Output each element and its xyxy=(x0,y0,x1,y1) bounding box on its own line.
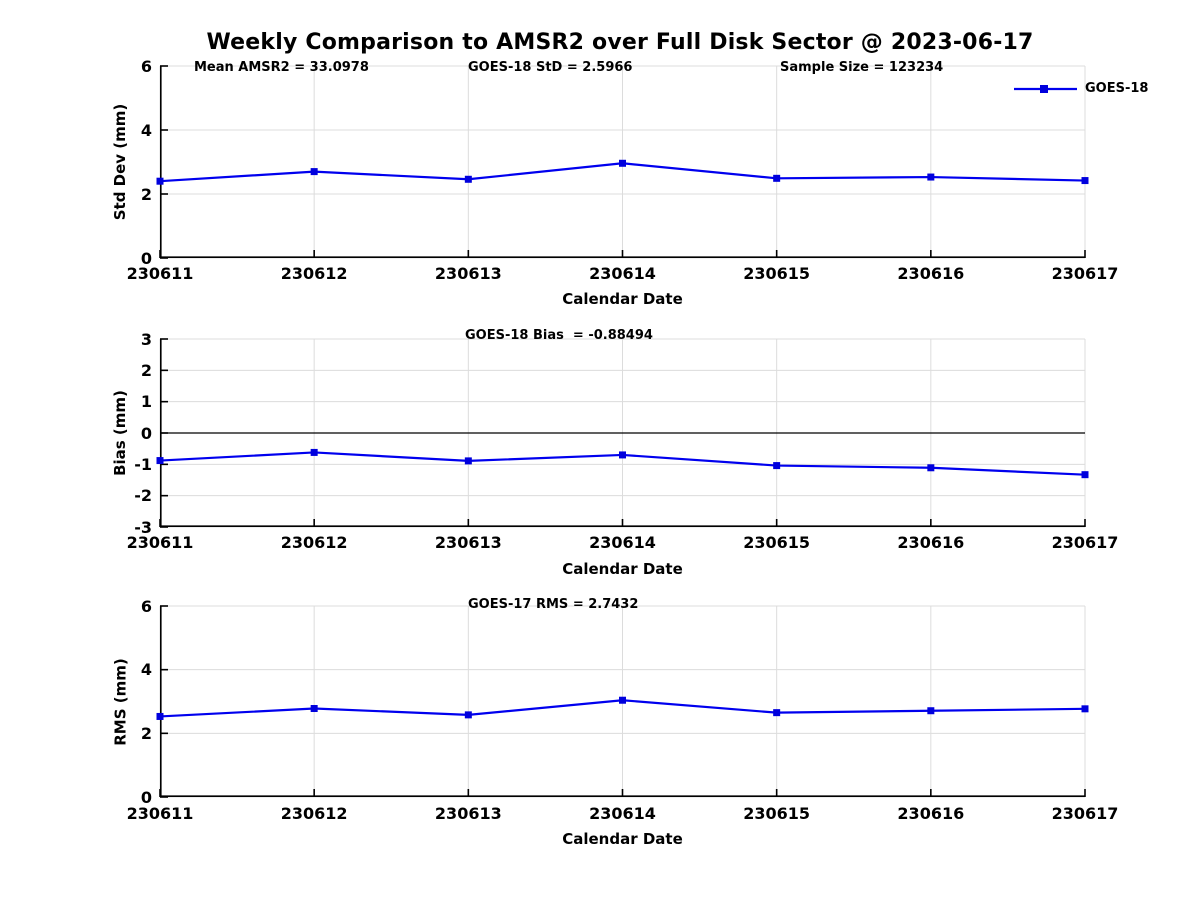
data-point-marker xyxy=(619,159,626,167)
data-point-marker xyxy=(464,457,472,465)
x-tick-label: 230617 xyxy=(1051,264,1119,283)
annotation-goes18-std: GOES-18 StD = 2.5966 xyxy=(468,60,633,75)
rms-plot-area xyxy=(156,605,1089,798)
y-tick-label: 4 xyxy=(140,120,152,140)
data-point-marker xyxy=(773,709,781,717)
x-tick-label: 230611 xyxy=(126,804,194,823)
y-tick-label: 2 xyxy=(140,360,152,380)
x-tick-label: 230616 xyxy=(897,804,965,823)
y-tick-label: 6 xyxy=(140,596,152,616)
x-tick-label: 230611 xyxy=(126,533,194,552)
x-tick-label: 230613 xyxy=(434,804,502,823)
y-tick-label: 6 xyxy=(140,56,152,76)
data-point-marker xyxy=(310,705,318,713)
x-tick-label: 230615 xyxy=(743,533,811,552)
y-tick-label: 0 xyxy=(140,423,152,443)
data-point-marker xyxy=(1081,705,1089,713)
y-tick-label: 2 xyxy=(140,184,152,204)
data-point-marker xyxy=(464,711,472,719)
stddev-yaxis-label: Std Dev (mm) xyxy=(111,103,129,221)
y-tick-label: -2 xyxy=(134,486,152,506)
data-point-marker xyxy=(927,464,935,472)
x-tick-label: 230614 xyxy=(589,264,656,283)
y-tick-label: 1 xyxy=(140,392,152,412)
data-point-marker xyxy=(156,177,164,185)
data-point-marker xyxy=(1081,177,1089,185)
legend-label: GOES-18 xyxy=(1085,81,1149,96)
annotation-sample-size: Sample Size = 123234 xyxy=(780,60,944,75)
annotation-goes18-bias: GOES-18 Bias = -0.88494 xyxy=(465,328,653,343)
x-tick-label: 230613 xyxy=(434,533,502,552)
x-tick-label: 230615 xyxy=(743,804,811,823)
stddev-plot-area xyxy=(156,65,1089,259)
bias-xaxis-label: Calendar Date xyxy=(562,560,683,578)
y-tick-label: 3 xyxy=(140,329,152,349)
x-tick-label: 230611 xyxy=(126,264,194,283)
x-tick-label: 230612 xyxy=(280,804,348,823)
y-tick-label: 0 xyxy=(140,248,152,268)
chart-title: Weekly Comparison to AMSR2 over Full Dis… xyxy=(206,30,1034,55)
y-tick-label: 2 xyxy=(140,723,152,743)
data-point-marker xyxy=(1081,471,1089,479)
stddev-xaxis-label: Calendar Date xyxy=(562,290,683,308)
y-tick-label: 4 xyxy=(140,660,152,680)
data-point-marker xyxy=(156,712,164,720)
data-point-marker xyxy=(310,448,318,456)
x-tick-label: 230613 xyxy=(434,264,502,283)
data-point-marker xyxy=(310,168,318,176)
x-tick-label: 230617 xyxy=(1051,533,1119,552)
data-point-marker xyxy=(156,457,164,465)
data-point-marker xyxy=(773,462,781,470)
x-tick-label: 230612 xyxy=(280,533,348,552)
data-point-marker xyxy=(619,451,626,459)
x-tick-label: 230616 xyxy=(897,533,965,552)
data-point-marker xyxy=(773,174,781,182)
legend-line-marker-icon xyxy=(1014,85,1077,93)
y-tick-label: -1 xyxy=(134,454,152,474)
x-tick-label: 230612 xyxy=(280,264,348,283)
y-tick-label: 0 xyxy=(140,787,152,807)
rms-yaxis-label: RMS (mm) xyxy=(111,657,129,746)
legend: GOES-18 xyxy=(1013,81,1148,97)
y-tick-label: -3 xyxy=(134,517,152,537)
data-point-marker xyxy=(927,707,935,715)
data-point-marker xyxy=(464,175,472,183)
annotation-goes17-rms: GOES-17 RMS = 2.7432 xyxy=(468,597,639,612)
x-tick-label: 230614 xyxy=(589,533,656,552)
x-tick-label: 230615 xyxy=(743,264,811,283)
x-tick-label: 230614 xyxy=(589,804,656,823)
data-point-marker xyxy=(927,173,935,181)
rms-xaxis-label: Calendar Date xyxy=(562,830,683,848)
bias-plot-area xyxy=(156,338,1089,528)
data-point-marker xyxy=(619,696,626,704)
x-tick-label: 230617 xyxy=(1051,804,1119,823)
annotation-mean-amsr2: Mean AMSR2 = 33.0978 xyxy=(194,60,369,75)
x-tick-label: 230616 xyxy=(897,264,965,283)
